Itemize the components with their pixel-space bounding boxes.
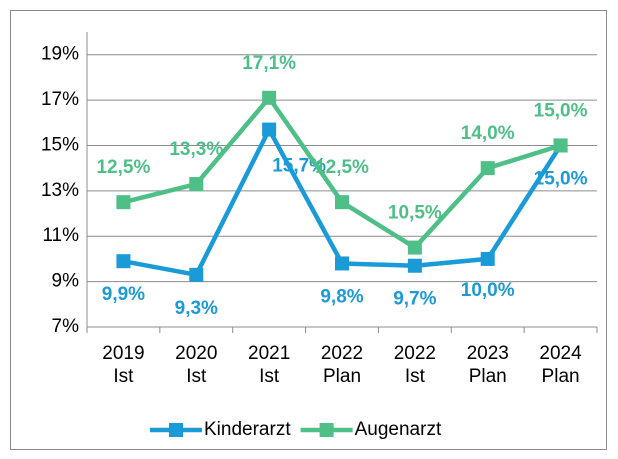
marker xyxy=(189,267,204,282)
data-label: 13,3% xyxy=(169,139,223,160)
y-tick-label: 9% xyxy=(52,271,80,292)
data-label: 9,9% xyxy=(102,284,145,305)
chart-border xyxy=(10,10,607,450)
y-tick-label: 19% xyxy=(41,44,79,65)
marker xyxy=(480,251,495,266)
x-tick-label: 2022 xyxy=(394,343,436,364)
marker xyxy=(116,254,131,269)
x-tick-label: Ist xyxy=(113,366,134,387)
x-tick-label: Ist xyxy=(405,366,426,387)
x-tick-label: Plan xyxy=(469,366,507,387)
data-label: 9,7% xyxy=(393,289,436,310)
data-label: 17,1% xyxy=(242,53,296,74)
marker xyxy=(335,195,349,210)
x-tick-label: 2019 xyxy=(102,343,144,364)
x-tick-label: 2023 xyxy=(467,343,509,364)
data-label: 12,5% xyxy=(96,157,150,178)
y-tick-label: 13% xyxy=(41,180,79,201)
legend-marker xyxy=(169,423,183,437)
marker xyxy=(262,122,277,137)
x-tick-label: 2024 xyxy=(539,343,582,364)
data-label: 14,0% xyxy=(461,123,515,144)
marker xyxy=(407,258,422,273)
data-label: 9,3% xyxy=(175,298,218,319)
data-label: 15,0% xyxy=(534,100,588,121)
marker xyxy=(407,240,422,255)
marker xyxy=(189,177,204,192)
legend-label: Kinderarzt xyxy=(204,419,291,440)
marker xyxy=(480,161,495,176)
x-tick-label: 2022 xyxy=(321,343,363,364)
data-label: 9,8% xyxy=(320,286,363,307)
marker xyxy=(553,138,568,153)
x-tick-label: 2021 xyxy=(248,343,290,364)
x-tick-label: Ist xyxy=(186,366,207,387)
x-tick-label: Ist xyxy=(259,366,280,387)
x-tick-label: Plan xyxy=(323,366,361,387)
x-tick-label: Plan xyxy=(542,366,580,387)
y-tick-label: 17% xyxy=(41,89,79,110)
y-tick-label: 11% xyxy=(42,225,79,246)
y-tick-label: 7% xyxy=(52,316,80,337)
legend-marker xyxy=(319,423,334,437)
x-tick-label: 2020 xyxy=(175,343,217,364)
data-label: 12,5% xyxy=(315,157,369,178)
marker xyxy=(116,195,131,210)
legend-label: Augenarzt xyxy=(355,419,442,440)
marker xyxy=(262,90,277,105)
marker xyxy=(335,256,349,271)
data-label: 10,0% xyxy=(461,280,515,301)
data-label: 10,5% xyxy=(388,203,442,224)
y-tick-label: 15% xyxy=(41,134,79,155)
data-label: 15,0% xyxy=(534,168,588,189)
